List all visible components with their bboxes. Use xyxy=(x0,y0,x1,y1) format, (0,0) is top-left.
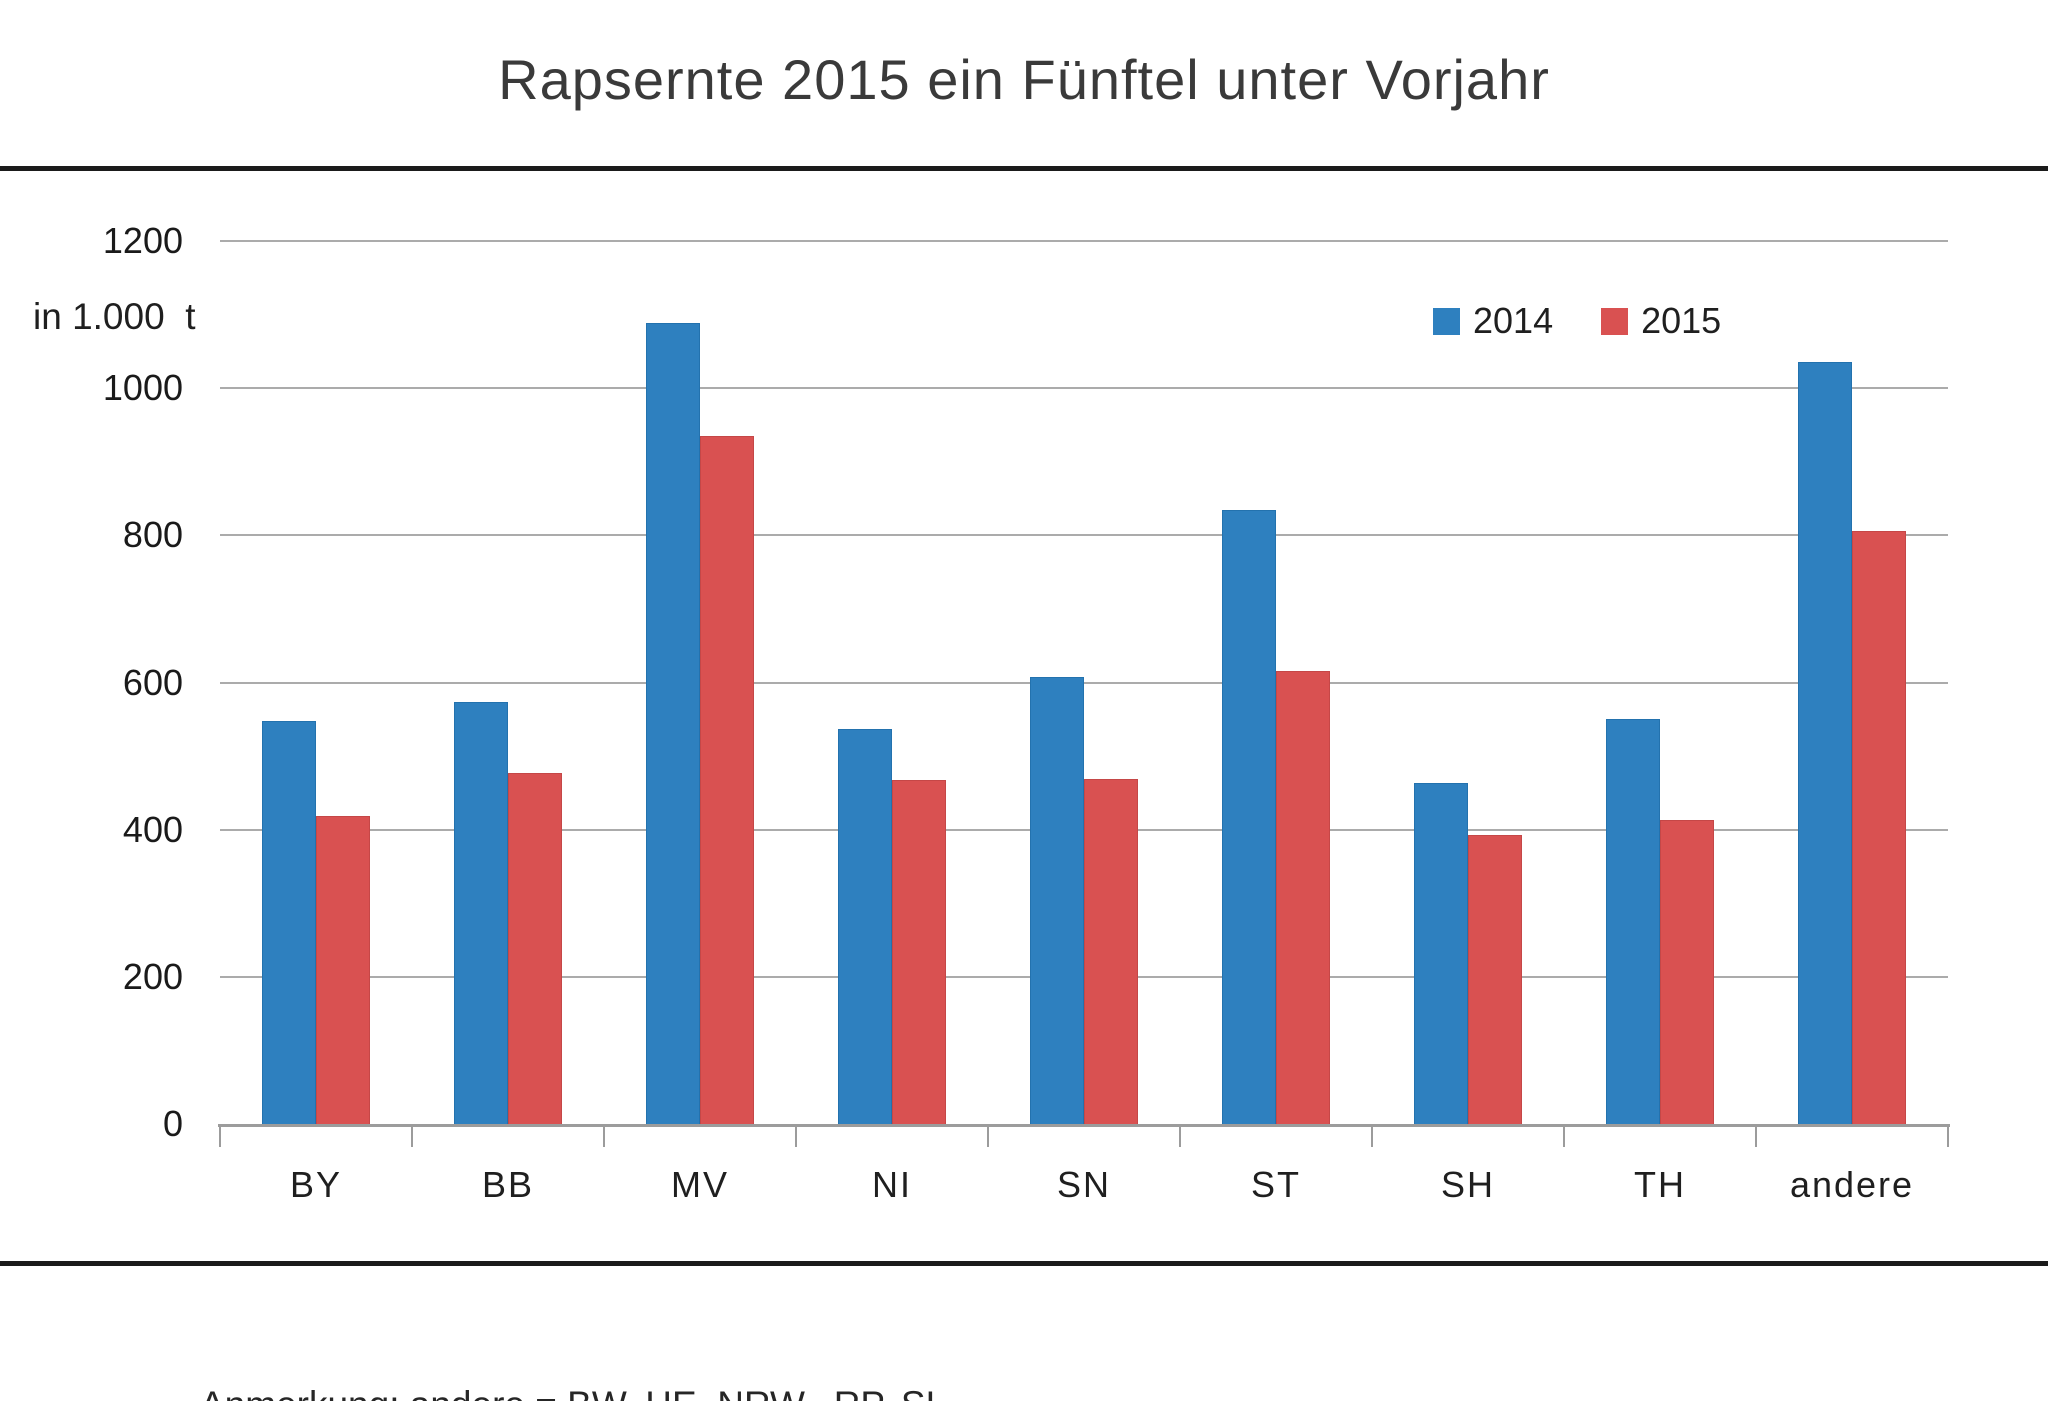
gridline-1000 xyxy=(220,387,1948,390)
x-axis-tick xyxy=(1947,1124,1949,1147)
bar-2014-MV xyxy=(646,323,700,1127)
x-axis-line xyxy=(218,1124,1950,1127)
bottom-divider-line xyxy=(0,1261,2048,1266)
gridline-1200 xyxy=(220,240,1948,242)
y-tick-label-800: 800 xyxy=(122,514,183,556)
x-axis-tick xyxy=(411,1124,413,1147)
bar-2014-NI xyxy=(838,728,892,1127)
bar-2015-NI xyxy=(892,779,946,1127)
y-tick-label-1000: 1000 xyxy=(102,367,183,409)
x-label-BY: BY xyxy=(289,1164,343,1205)
x-axis-tick xyxy=(219,1124,221,1147)
footer-note: Anmerkung: andere = BW, HE, NRW, RP, SL xyxy=(200,1383,946,1401)
x-label-MV: MV xyxy=(671,1164,729,1205)
legend-swatch-2015 xyxy=(1601,307,1629,335)
y-tick-label-1200: 1200 xyxy=(102,220,183,261)
legend-item-2015: 2015 xyxy=(1601,303,1721,339)
bar-2015-MV xyxy=(700,435,754,1127)
footer: Anmerkung: andere = BW, HE, NRW, RP, SL … xyxy=(200,1295,946,1401)
x-axis-tick xyxy=(603,1124,605,1147)
x-label-TH: TH xyxy=(1634,1164,1686,1205)
legend: 2014 2015 xyxy=(1433,303,1721,339)
chart-title: Rapsernte 2015 ein Fünftel unter Vorjahr xyxy=(498,48,1550,111)
y-axis-unit-label: in 1.000 t xyxy=(33,296,196,337)
y-tick-label-400: 400 xyxy=(122,808,183,850)
x-axis-tick xyxy=(1755,1124,1757,1147)
x-label-NI: NI xyxy=(872,1164,912,1205)
y-tick-label-600: 600 xyxy=(122,661,183,703)
bar-2014-SN xyxy=(1030,677,1084,1127)
top-divider-line xyxy=(0,166,2048,171)
bar-2014-BY xyxy=(262,721,316,1127)
legend-label-2015: 2015 xyxy=(1641,300,1722,341)
bar-2015-TH xyxy=(1660,820,1714,1127)
legend-swatch-2014 xyxy=(1433,307,1460,335)
bar-2015-SN xyxy=(1084,778,1138,1127)
gridline-800 xyxy=(220,534,1948,537)
x-label-andere: andere xyxy=(1789,1164,1915,1205)
bar-2014-SH xyxy=(1414,783,1468,1127)
x-label-BB: BB xyxy=(481,1164,535,1205)
y-tick-label-200: 200 xyxy=(122,955,183,997)
bar-2014-ST xyxy=(1222,510,1276,1127)
x-label-SN: SN xyxy=(1056,1164,1111,1205)
bar-2015-ST xyxy=(1276,671,1330,1127)
x-axis-tick xyxy=(1371,1124,1373,1147)
x-axis-tick xyxy=(795,1124,797,1147)
x-axis-tick xyxy=(987,1124,989,1147)
y-tick-label-0: 0 xyxy=(162,1103,183,1144)
bar-2014-andere xyxy=(1798,362,1852,1127)
bar-2015-andere xyxy=(1852,530,1906,1127)
legend-label-2014: 2014 xyxy=(1473,300,1554,341)
bar-2014-TH xyxy=(1606,718,1660,1127)
bar-2015-BY xyxy=(316,816,370,1127)
legend-item-2014: 2014 xyxy=(1433,303,1553,339)
x-axis-tick xyxy=(1563,1124,1565,1147)
x-axis-tick xyxy=(1179,1124,1181,1147)
x-label-SH: SH xyxy=(1440,1164,1495,1205)
bar-2015-SH xyxy=(1468,834,1522,1127)
bar-2015-BB xyxy=(508,773,562,1127)
x-label-ST: ST xyxy=(1250,1164,1301,1205)
gridline-600 xyxy=(220,681,1948,684)
bar-2014-BB xyxy=(454,702,508,1127)
